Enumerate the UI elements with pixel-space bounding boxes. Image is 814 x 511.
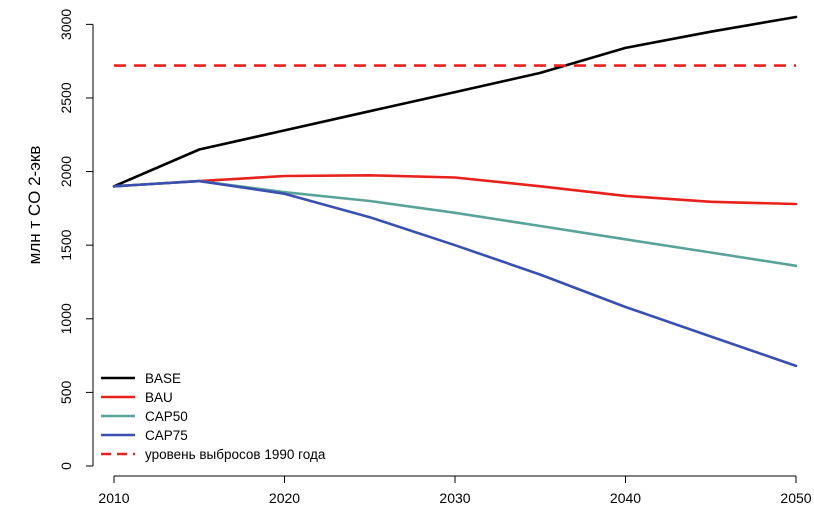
x-tick-label: 2050 [780,490,811,506]
x-tick-label: 2040 [610,490,641,506]
legend: BASE BAU CAP50 CAP75 уровень выбросов 1990 г… [101,371,326,462]
y-tick-label: 2500 [58,82,74,113]
legend-label: CAP50 [145,409,188,424]
legend-label: уровень выбросов 1990 года [145,447,326,462]
y-tick-label: 1000 [58,303,74,334]
series-line [112,179,798,268]
y-tick-label: 3000 [58,9,74,40]
y-axis-ticks: 0 500 1000 1500 2000 2500 3000 [58,9,93,470]
y-tick-label: 1500 [58,229,74,260]
y-tick-label: 500 [58,381,74,405]
y-tick-label: 0 [58,462,74,470]
y-axis-label: млн т CO 2-экв [25,146,44,265]
x-tick-label: 2030 [439,490,470,506]
x-tick-label: 2020 [269,490,300,506]
legend-label: BASE [145,371,181,386]
axes: 2010 2020 2030 2040 2050 0 500 1000 1500 2000 250… [58,9,812,506]
series-line [112,179,798,368]
x-tick-label: 2010 [98,490,129,506]
series-line [112,15,798,188]
legend-label: CAP75 [145,428,188,443]
series-lines [112,15,798,368]
legend-label: BAU [145,390,173,405]
y-tick-label: 2000 [58,156,74,187]
x-axis-ticks: 2010 2020 2030 2040 2050 [98,476,812,506]
series-line [112,174,798,206]
